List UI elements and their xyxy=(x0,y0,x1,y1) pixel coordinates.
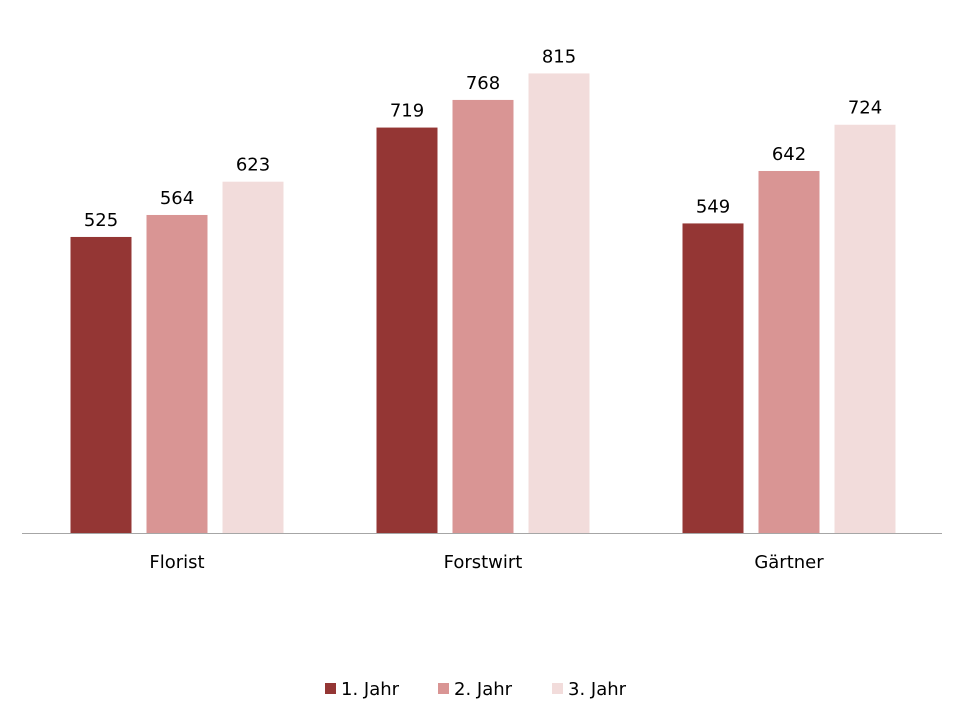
data-label: 719 xyxy=(390,101,424,122)
data-label: 768 xyxy=(466,73,500,94)
bar-gärtner-series-1 xyxy=(682,223,744,534)
bar-forstwirt-series-2 xyxy=(452,99,514,533)
data-label: 724 xyxy=(848,98,882,119)
data-label: 642 xyxy=(772,144,806,165)
legend-label: 2. Jahr xyxy=(454,679,513,700)
x-tick-label: Gärtner xyxy=(754,552,824,573)
data-label: 564 xyxy=(160,188,194,209)
data-label: 525 xyxy=(84,210,118,231)
legend-label: 3. Jahr xyxy=(568,679,627,700)
bar-gärtner-series-3 xyxy=(834,124,896,533)
x-tick-label: Forstwirt xyxy=(444,552,523,573)
bar-florist-series-2 xyxy=(146,214,208,533)
legend-label: 1. Jahr xyxy=(341,679,400,700)
x-tick-label: Florist xyxy=(149,552,204,573)
bar-florist-series-1 xyxy=(70,236,132,534)
data-label: 815 xyxy=(542,46,576,67)
legend-swatch-1 xyxy=(325,683,336,694)
bar-florist-series-3 xyxy=(222,181,284,534)
data-label: 623 xyxy=(236,155,270,176)
data-label: 549 xyxy=(696,196,730,217)
legend-swatch-2 xyxy=(438,683,449,694)
legend-swatch-3 xyxy=(552,683,563,694)
bar-forstwirt-series-1 xyxy=(376,127,438,533)
bar-forstwirt-series-3 xyxy=(528,73,590,534)
bar-gärtner-series-2 xyxy=(758,170,820,533)
